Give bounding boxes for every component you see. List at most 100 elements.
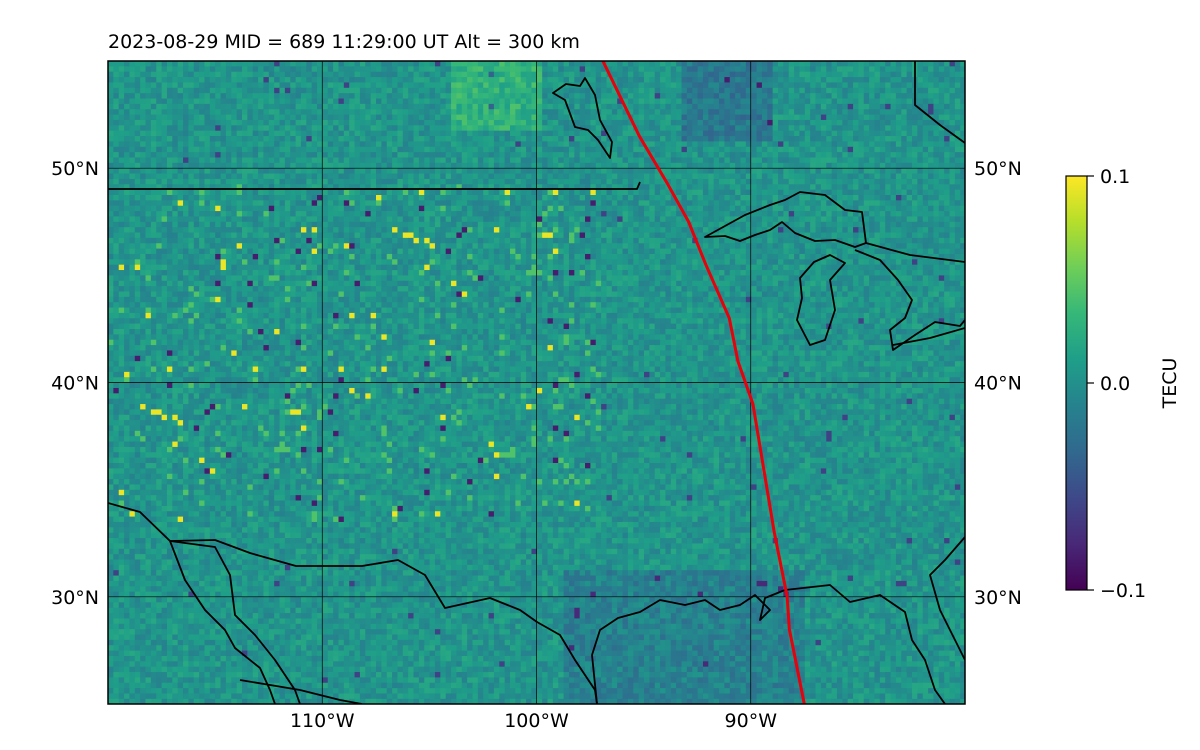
tec-cell	[858, 109, 865, 115]
tec-cell	[242, 221, 248, 228]
tec-cell	[531, 114, 538, 121]
tec-cell	[783, 98, 790, 105]
tec-cell	[150, 66, 157, 73]
tec-cell	[778, 61, 784, 67]
tec-cell	[215, 71, 221, 78]
tec-cell	[413, 93, 420, 99]
tec-cell	[156, 205, 162, 212]
tec-cell	[627, 71, 634, 78]
tec-cell	[172, 189, 179, 196]
tec-cell	[434, 77, 441, 83]
tec-cell	[209, 130, 216, 137]
tec-cell	[317, 157, 323, 164]
tec-cell	[761, 109, 768, 115]
tec-cell	[863, 184, 870, 191]
tec-cell	[751, 114, 757, 121]
tec-cell	[767, 130, 774, 137]
tec-cell	[199, 136, 205, 142]
tec-cell	[166, 114, 173, 121]
tec-cell	[627, 103, 634, 110]
tec-cell	[585, 152, 591, 158]
tec-cell	[660, 114, 666, 121]
tec-cell	[327, 71, 334, 78]
tec-cell	[928, 82, 934, 89]
tec-cell	[118, 189, 125, 196]
tec-cell	[392, 98, 398, 105]
tec-cell	[322, 119, 329, 126]
tec-cell	[917, 211, 924, 217]
tec-cell	[847, 157, 854, 164]
tec-cell	[434, 178, 441, 185]
tec-cell	[113, 130, 120, 137]
tec-cell	[574, 114, 581, 121]
tec-cell	[386, 211, 393, 217]
tec-cell	[392, 157, 398, 164]
tec-cell	[520, 162, 527, 169]
tec-cell	[295, 162, 302, 169]
tec-cell	[585, 221, 591, 228]
tec-cell	[858, 216, 865, 223]
tec-cell	[242, 216, 248, 223]
tec-cell	[563, 130, 570, 137]
tec-cell	[836, 178, 843, 185]
tec-cell	[724, 205, 731, 212]
tec-cell	[810, 93, 816, 99]
tec-cell	[949, 146, 956, 153]
tec-cell	[928, 109, 934, 115]
tec-cell	[263, 173, 270, 180]
tec-cell	[284, 114, 291, 121]
tec-cell	[745, 178, 752, 185]
tec-cell	[520, 216, 527, 223]
tec-cell	[236, 162, 243, 169]
tec-cell	[842, 157, 849, 164]
tec-cell	[815, 195, 822, 201]
tec-cell	[601, 141, 607, 148]
tec-cell	[413, 119, 420, 126]
tec-cell	[895, 87, 902, 94]
tec-cell	[558, 200, 564, 207]
tec-cell	[778, 93, 784, 99]
tec-cell	[134, 162, 141, 169]
tec-cell	[118, 227, 125, 233]
tec-cell	[917, 66, 924, 73]
tec-cell	[161, 173, 168, 180]
tec-cell	[408, 109, 414, 115]
tec-cell	[622, 61, 629, 67]
tec-cell	[853, 109, 859, 115]
tec-cell	[552, 136, 559, 142]
tec-cell	[354, 162, 361, 169]
tec-cell	[783, 82, 790, 89]
tec-cell	[579, 61, 586, 67]
tec-cell	[879, 77, 886, 83]
tec-cell	[418, 114, 425, 121]
tec-cell	[563, 93, 570, 99]
tec-cell	[150, 141, 157, 148]
tec-cell	[644, 221, 650, 228]
tec-cell	[552, 82, 559, 89]
tec-cell	[708, 119, 715, 126]
tec-cell	[386, 184, 393, 191]
tec-cell	[108, 189, 114, 196]
tec-cell	[359, 221, 366, 228]
tec-cell	[220, 141, 227, 148]
tec-cell	[697, 66, 704, 73]
tec-cell	[944, 216, 950, 223]
tec-cell	[606, 221, 613, 228]
tec-cell	[359, 157, 366, 164]
tec-cell	[440, 195, 447, 201]
tec-cell	[858, 178, 865, 185]
tec-cell	[558, 189, 564, 196]
tec-cell	[719, 168, 725, 174]
tec-cell	[858, 119, 865, 126]
tec-cell	[879, 136, 886, 142]
tec-cell	[799, 205, 806, 212]
tec-cell	[654, 109, 661, 115]
tec-cell	[252, 82, 259, 89]
tec-cell	[440, 221, 447, 228]
tec-cell	[376, 205, 382, 212]
tec-cell	[794, 77, 800, 83]
tec-cell	[574, 200, 581, 207]
tec-cell	[124, 87, 130, 94]
tec-cell	[697, 162, 704, 169]
tec-cell	[311, 189, 318, 196]
